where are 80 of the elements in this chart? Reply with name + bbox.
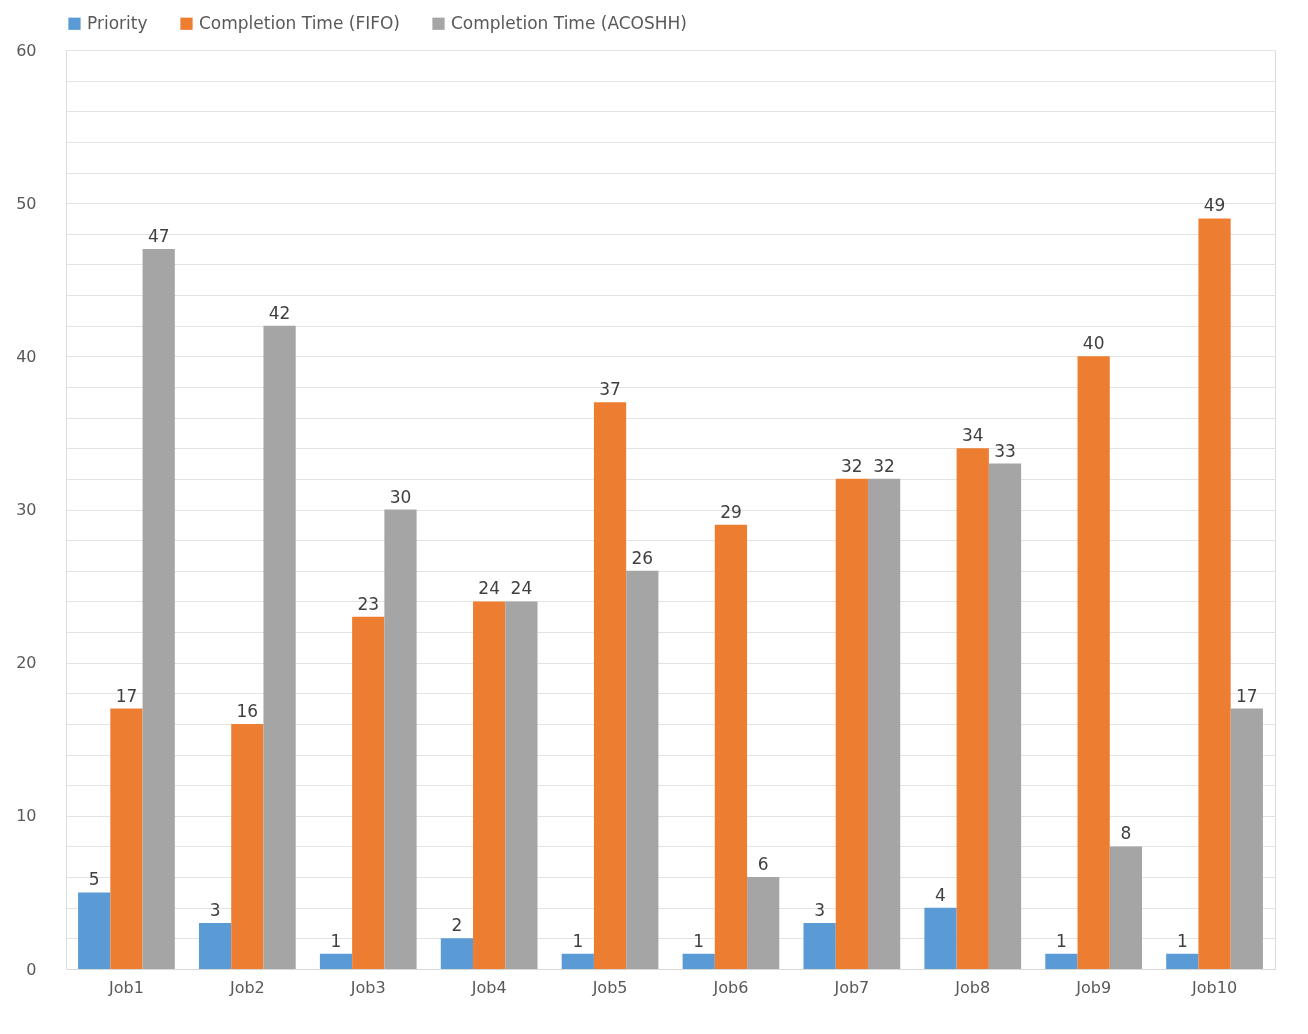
data-label: 17 <box>1235 685 1258 706</box>
data-label: 5 <box>88 869 100 890</box>
data-label: 3 <box>814 900 826 921</box>
bar <box>384 509 417 969</box>
x-tick-label: Job6 <box>712 977 749 997</box>
bar <box>1077 356 1110 969</box>
y-tick-label: 40 <box>16 346 37 366</box>
bar <box>1045 953 1078 969</box>
x-tick-label: Job2 <box>228 977 265 997</box>
bar <box>440 938 474 969</box>
data-label: 30 <box>389 486 412 507</box>
y-tick-label: 50 <box>16 193 37 213</box>
x-tick-label: Job8 <box>954 977 991 997</box>
data-label: 47 <box>147 226 170 247</box>
data-label: 1 <box>693 930 705 951</box>
data-label: 42 <box>268 302 291 323</box>
bar <box>803 923 836 969</box>
y-tick-label: 30 <box>16 500 37 519</box>
data-label: 33 <box>994 440 1016 461</box>
data-label: 1 <box>1056 930 1067 951</box>
bar <box>78 892 111 969</box>
data-label: 29 <box>720 501 742 522</box>
data-label: 1 <box>572 930 584 951</box>
data-label: 37 <box>599 379 621 400</box>
data-label: 24 <box>510 578 533 599</box>
bar <box>867 478 901 969</box>
bar <box>1109 846 1143 969</box>
legend-label: Completion Time (ACOSHH) <box>451 12 687 33</box>
legend-label: Priority <box>87 12 148 33</box>
bar <box>714 524 748 969</box>
x-tick-label: Job7 <box>833 977 870 997</box>
data-label: 32 <box>873 455 895 476</box>
bar <box>626 570 659 969</box>
bar <box>1198 218 1231 969</box>
bar <box>593 402 627 969</box>
y-tick-label: 10 <box>16 806 37 826</box>
bar <box>924 907 957 969</box>
data-label: 1 <box>330 930 342 951</box>
bar <box>505 601 538 969</box>
bar <box>1230 708 1263 969</box>
data-label: 49 <box>1203 195 1226 216</box>
x-tick-label: Job1 <box>108 977 144 997</box>
data-label: 26 <box>631 547 654 568</box>
data-label: 32 <box>841 455 863 476</box>
bar <box>835 478 868 969</box>
bar <box>110 708 143 969</box>
bar <box>263 325 296 969</box>
data-label: 17 <box>115 685 138 706</box>
data-label: 8 <box>1120 823 1132 844</box>
data-label: 24 <box>478 578 500 599</box>
data-label: 1 <box>1176 930 1188 951</box>
bar <box>747 877 780 969</box>
bar <box>231 723 264 969</box>
bar <box>1166 953 1199 969</box>
data-label: 6 <box>757 854 769 875</box>
data-label: 16 <box>236 700 259 721</box>
y-tick-label: 60 <box>16 40 37 60</box>
x-tick-label: Job3 <box>349 977 386 997</box>
data-label: 40 <box>1082 333 1105 354</box>
x-tick-label: Job10 <box>1191 977 1238 997</box>
bar <box>198 923 232 969</box>
bar <box>561 953 594 969</box>
y-tick-label: 0 <box>26 959 37 979</box>
data-label: 3 <box>209 900 221 921</box>
x-tick-label: Job5 <box>591 977 628 997</box>
bar <box>682 953 715 969</box>
bar <box>352 616 385 969</box>
data-label: 4 <box>935 884 946 905</box>
data-label: 23 <box>357 593 380 614</box>
data-label: 34 <box>961 425 984 446</box>
x-tick-label: Job4 <box>470 977 507 997</box>
legend-label: Completion Time (FIFO) <box>199 12 400 33</box>
data-label: 2 <box>451 915 463 936</box>
bar <box>142 249 175 969</box>
y-tick-label: 20 <box>16 653 37 673</box>
x-tick-label: Job9 <box>1075 977 1112 997</box>
bar <box>473 601 506 969</box>
bar <box>988 463 1022 969</box>
bar <box>319 953 353 969</box>
bar <box>956 448 989 969</box>
